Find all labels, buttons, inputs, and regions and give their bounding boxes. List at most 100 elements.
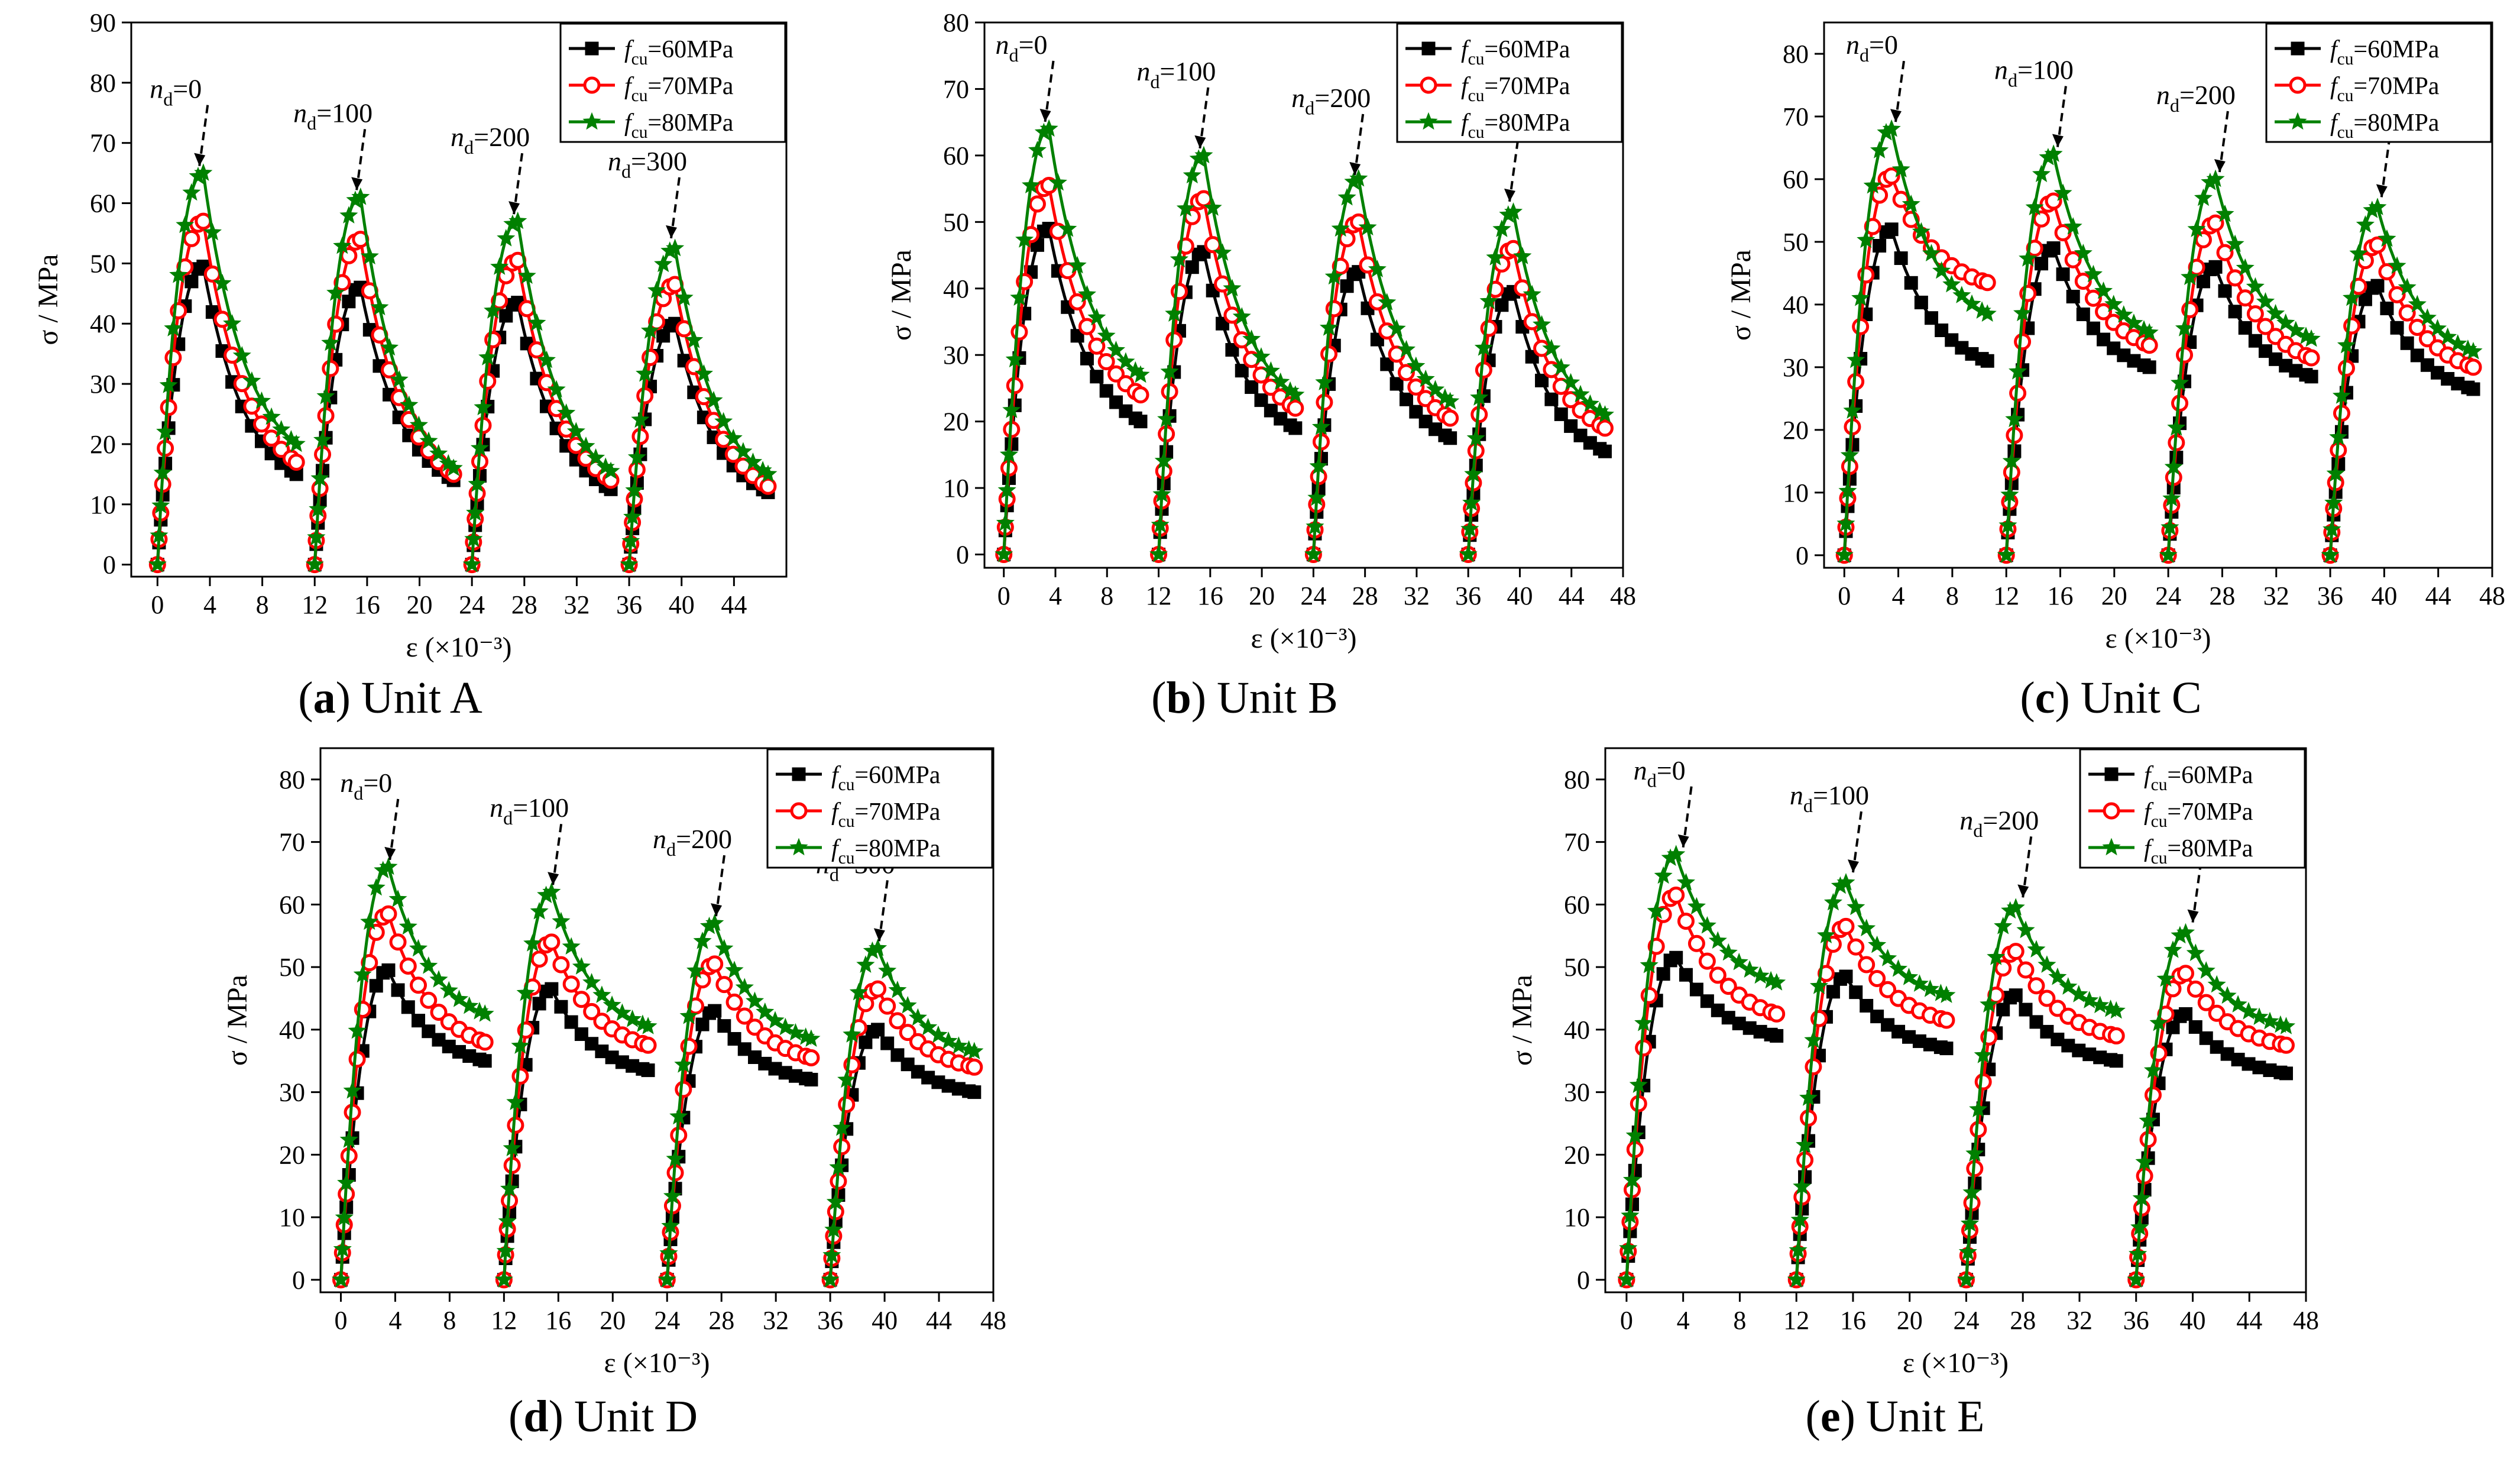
y-tick-label: 10 [1783,478,1809,507]
data-point-fcu80 [506,1092,525,1111]
legend-marker-fcu60 [585,41,599,56]
data-point-fcu80 [826,1192,845,1210]
panel-tag: (e) [1806,1392,1855,1441]
data-point-fcu80 [2159,545,2178,564]
annotation-arrowhead [1890,109,1902,122]
x-tick-label: 4 [388,1306,401,1335]
data-point-fcu80 [898,996,917,1014]
data-point-fcu80 [647,280,666,299]
data-point-fcu80 [466,503,485,521]
data-point-fcu80 [2239,1002,2258,1020]
data-point-fcu70 [636,387,654,405]
data-point-fcu70 [1397,364,1415,381]
data-point-fcu80 [478,348,497,366]
data-point-fcu60 [1554,407,1568,421]
data-point-fcu80 [1533,315,1551,333]
data-point-fcu60 [2166,1020,2180,1034]
data-point-fcu60 [2370,279,2385,293]
data-point-fcu80 [888,981,907,998]
x-tick-label: 36 [1455,581,1481,610]
data-point-fcu80 [2175,319,2194,337]
data-point-fcu60 [1935,323,1949,337]
data-point-fcu80 [1899,968,1919,985]
data-point-fcu80 [1804,1030,1823,1049]
x-tick-label: 20 [1897,1306,1923,1335]
data-point-fcu80 [802,1029,821,1047]
data-point-fcu80 [582,973,601,991]
data-point-fcu60 [2040,1024,2054,1039]
data-point-fcu70 [1994,959,2012,977]
data-point-fcu80 [400,395,419,413]
data-point-fcu80 [576,436,595,454]
data-point-fcu60 [2019,1002,2033,1017]
data-point-fcu70 [1868,970,1886,988]
data-point-fcu80 [1595,405,1614,423]
y-tick-label: 30 [1564,1078,1590,1107]
data-point-fcu80 [2127,1270,2146,1288]
data-point-fcu70 [1097,352,1115,370]
data-point-fcu80 [1878,949,1897,966]
y-tick-label: 0 [1577,1266,1590,1295]
data-point-fcu70 [838,1095,856,1113]
data-point-fcu70 [2197,994,2215,1011]
data-point-fcu80 [2005,409,2024,428]
legend-label: fcu=60MPa [831,762,941,794]
data-point-fcu80 [654,254,673,273]
data-point-fcu70 [1442,409,1459,427]
data-point-fcu80 [1937,985,1956,1003]
data-point-fcu80 [636,364,655,382]
data-point-fcu80 [1304,545,1323,562]
data-point-fcu80 [494,1270,513,1288]
data-point-fcu80 [2323,520,2341,538]
data-point-fcu80 [833,1118,851,1136]
y-tick-label: 50 [279,953,305,982]
data-point-fcu80 [2438,327,2457,345]
data-point-fcu80 [1767,973,1786,991]
annotation-arrowhead [2214,159,2226,172]
data-point-fcu80 [2197,961,2215,979]
data-point-fcu60 [2304,370,2318,384]
x-tick-label: 4 [1049,581,1062,610]
data-point-fcu80 [339,1130,358,1148]
data-point-fcu60 [2210,1040,2224,1054]
x-tick-label: 8 [1733,1306,1746,1335]
data-point-fcu80 [2176,923,2195,941]
data-point-fcu60 [2076,307,2090,321]
data-point-fcu80 [601,461,620,480]
data-point-fcu70 [322,360,339,377]
data-point-fcu80 [822,1246,841,1263]
data-point-fcu80 [1492,219,1511,237]
data-point-fcu70 [1010,323,1028,341]
data-point-fcu70 [2418,330,2436,348]
data-point-fcu80 [1324,267,1343,285]
data-point-fcu60 [2380,301,2394,315]
data-point-fcu80 [829,1157,848,1176]
data-point-fcu80 [1311,417,1330,435]
data-point-fcu80 [2143,1060,2162,1079]
x-tick-label: 28 [708,1306,734,1335]
data-point-fcu80 [462,555,481,573]
data-point-fcu80 [1407,356,1426,374]
data-point-fcu80 [715,939,734,957]
data-point-fcu80 [262,407,281,425]
y-tick-label: 70 [90,129,116,158]
data-point-fcu80 [1131,365,1150,383]
data-point-fcu80 [1863,176,1882,194]
data-point-fcu70 [203,265,221,283]
data-point-fcu80 [2302,329,2321,347]
annotation-arrowhead [1504,188,1515,202]
panel-caption: (e) Unit E [1806,1392,1985,1441]
y-tick-label: 20 [279,1140,305,1169]
plot-frame [983,21,1624,569]
data-point-fcu80 [627,448,646,465]
data-point-fcu60 [2258,344,2272,358]
data-point-fcu80 [666,238,685,257]
legend-marker-fcu80 [789,837,808,856]
plot-frame [1604,747,2307,1293]
data-point-fcu80 [498,1211,517,1230]
data-point-fcu60 [890,1048,905,1062]
data-point-fcu60 [2410,348,2424,363]
annotation-arrowhead [548,872,559,885]
data-point-fcu80 [523,934,542,952]
data-point-fcu80 [2321,545,2340,564]
